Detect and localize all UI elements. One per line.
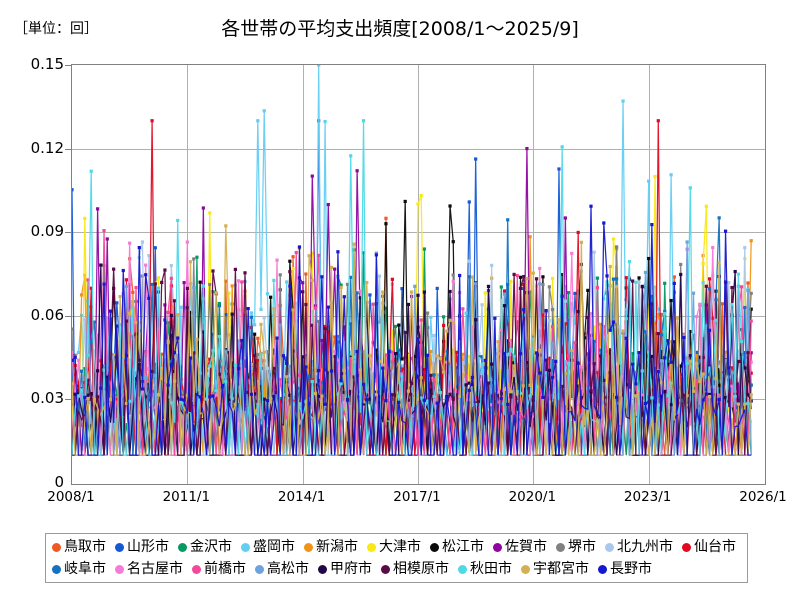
legend-marker-icon xyxy=(304,542,313,552)
x-axis-tick-label: 2008/1 xyxy=(47,489,95,505)
legend-item[interactable]: 盛岡市 xyxy=(241,540,295,554)
legend-label: 仙台市 xyxy=(694,539,736,555)
legend-item[interactable]: 名古屋市 xyxy=(115,562,183,576)
x-axis-tick-label: 2020/1 xyxy=(508,489,557,505)
legend-marker-icon xyxy=(318,564,327,574)
legend-label: 盛岡市 xyxy=(253,539,295,555)
legend-marker-icon xyxy=(52,564,61,574)
legend-label: 堺市 xyxy=(568,539,596,555)
legend-label: 名古屋市 xyxy=(127,561,183,577)
legend-label: 北九州市 xyxy=(617,539,673,555)
y-axis-tick-label: 0.12 xyxy=(30,138,64,157)
legend-label: 山形市 xyxy=(127,539,169,555)
legend-marker-icon xyxy=(682,542,691,552)
legend-label: 金沢市 xyxy=(190,539,232,555)
x-axis-tick-label: 2014/1 xyxy=(277,489,326,505)
legend-item[interactable]: 堺市 xyxy=(556,540,596,554)
legend-label: 佐賀市 xyxy=(505,539,547,555)
legend-marker-icon xyxy=(598,564,607,574)
legend-label: 鳥取市 xyxy=(64,539,106,555)
y-axis-tick-mark xyxy=(65,399,71,401)
y-axis-tick-mark xyxy=(65,232,71,234)
y-axis-tick-mark xyxy=(65,315,71,317)
legend-item[interactable]: 新潟市 xyxy=(304,540,358,554)
legend-marker-icon xyxy=(192,564,201,574)
x-axis-tick-label: 2011/1 xyxy=(162,489,211,505)
legend-item[interactable]: 高松市 xyxy=(255,562,309,576)
legend-marker-icon xyxy=(493,542,502,552)
y-axis-tick-label: 0.06 xyxy=(30,305,64,324)
legend-item[interactable]: 長野市 xyxy=(598,562,652,576)
chart-title: 各世帯の平均支出頻度[2008/1～2025/9] xyxy=(221,18,579,40)
legend-label: 宇都宮市 xyxy=(533,561,589,577)
gridline-vertical xyxy=(302,65,304,484)
legend-marker-icon xyxy=(458,564,467,574)
legend-item[interactable]: 岐阜市 xyxy=(52,562,106,576)
legend-marker-icon xyxy=(52,542,61,552)
legend-label: 岐阜市 xyxy=(64,561,106,577)
legend-label: 甲府市 xyxy=(330,561,372,577)
legend-item[interactable]: 秋田市 xyxy=(458,562,512,576)
gridline-vertical xyxy=(418,65,419,484)
y-axis-tick-label: 0 xyxy=(54,473,64,491)
x-axis-tick-label: 2023/1 xyxy=(623,489,672,505)
legend-marker-icon xyxy=(367,542,376,552)
legend-marker-icon xyxy=(521,564,530,574)
legend-item[interactable]: 金沢市 xyxy=(178,540,232,554)
legend-label: 大津市 xyxy=(379,539,421,555)
legend-item[interactable]: 鳥取市 xyxy=(52,540,106,554)
legend-label: 秋田市 xyxy=(470,561,512,577)
legend-label: 長野市 xyxy=(610,561,652,577)
legend-marker-icon xyxy=(115,564,124,574)
legend-label: 前橋市 xyxy=(204,561,246,577)
legend-marker-icon xyxy=(430,542,439,552)
legend-item[interactable]: 前橋市 xyxy=(192,562,246,576)
x-axis-tick-label: 2017/1 xyxy=(393,489,441,505)
legend-item[interactable]: 宇都宮市 xyxy=(521,562,589,576)
legend-row-1: 鳥取市 山形市 金沢市 盛岡市 新潟市 大津市 松江市 佐賀市 堺市 北九州市 仙台市 xyxy=(52,536,743,558)
legend-item[interactable]: 山形市 xyxy=(115,540,169,554)
y-axis-tick-label: 0.03 xyxy=(30,389,64,408)
legend-marker-icon xyxy=(115,542,124,552)
y-axis-tick-mark xyxy=(65,148,71,150)
y-axis-tick-label: 0.09 xyxy=(30,222,64,241)
legend-item[interactable]: 甲府市 xyxy=(318,562,372,576)
legend-marker-icon xyxy=(605,542,614,552)
plot-area xyxy=(71,64,766,485)
legend-label: 新潟市 xyxy=(316,539,358,555)
legend-item[interactable]: 北九州市 xyxy=(605,540,673,554)
y-axis-tick-label: 0.15 xyxy=(30,55,64,73)
legend-item[interactable]: 仙台市 xyxy=(682,540,736,554)
legend-marker-icon xyxy=(241,542,250,552)
legend-label: 松江市 xyxy=(442,539,484,555)
legend-marker-icon xyxy=(255,564,264,574)
y-axis-tick-mark xyxy=(65,65,71,66)
legend-item[interactable]: 松江市 xyxy=(430,540,484,554)
legend-item[interactable]: 佐賀市 xyxy=(493,540,547,554)
legend: 鳥取市 山形市 金沢市 盛岡市 新潟市 大津市 松江市 佐賀市 堺市 北九州市 仙台市 岐阜市 名古屋… xyxy=(45,533,748,583)
legend-marker-icon xyxy=(381,564,390,574)
data-series xyxy=(72,204,752,456)
legend-label: 相模原市 xyxy=(393,561,449,577)
legend-marker-icon xyxy=(556,542,565,552)
legend-item[interactable]: 大津市 xyxy=(367,540,421,554)
legend-item[interactable]: 相模原市 xyxy=(381,562,449,576)
legend-label: 高松市 xyxy=(267,561,309,577)
unit-label: ［単位：回］ xyxy=(14,21,98,37)
legend-marker-icon xyxy=(178,542,187,552)
series-layer xyxy=(72,65,753,456)
plot-clip xyxy=(72,65,765,484)
legend-row-2: 岐阜市 名古屋市 前橋市 高松市 甲府市 相模原市 秋田市 宇都宮市 長野市 xyxy=(52,558,743,580)
x-axis-tick-label: 2026/1 xyxy=(739,489,787,505)
